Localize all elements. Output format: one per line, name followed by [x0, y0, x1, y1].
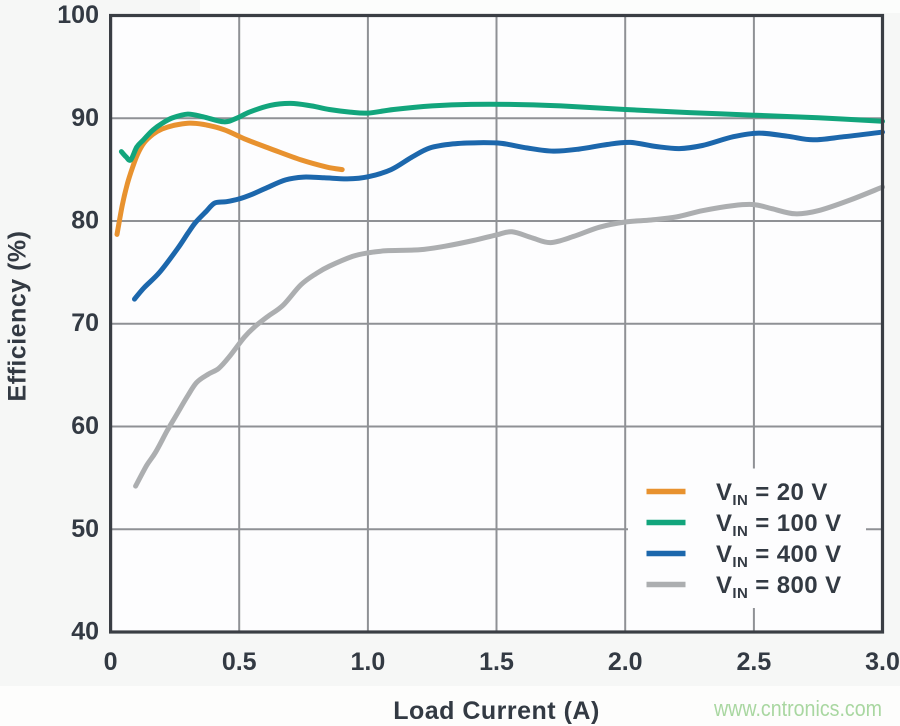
svg-text:Efficiency (%): Efficiency (%): [4, 231, 32, 402]
svg-text:50: 50: [71, 515, 99, 543]
svg-text:80: 80: [71, 207, 99, 235]
svg-text:VIN = 400 V: VIN = 400 V: [716, 541, 842, 571]
svg-text:60: 60: [71, 412, 99, 440]
svg-text:1.0: 1.0: [351, 648, 386, 676]
svg-text:1.5: 1.5: [479, 648, 514, 676]
svg-text:70: 70: [71, 309, 99, 337]
svg-text:www.cntronics.com: www.cntronics.com: [713, 696, 882, 721]
svg-text:Load Current (A): Load Current (A): [393, 697, 600, 725]
svg-text:3.0: 3.0: [865, 648, 900, 676]
svg-text:0: 0: [104, 648, 118, 676]
svg-text:2.0: 2.0: [608, 648, 643, 676]
svg-text:0.5: 0.5: [222, 648, 257, 676]
svg-text:90: 90: [71, 104, 99, 132]
svg-text:2.5: 2.5: [737, 648, 772, 676]
svg-text:40: 40: [71, 618, 99, 646]
svg-text:100: 100: [57, 1, 99, 29]
